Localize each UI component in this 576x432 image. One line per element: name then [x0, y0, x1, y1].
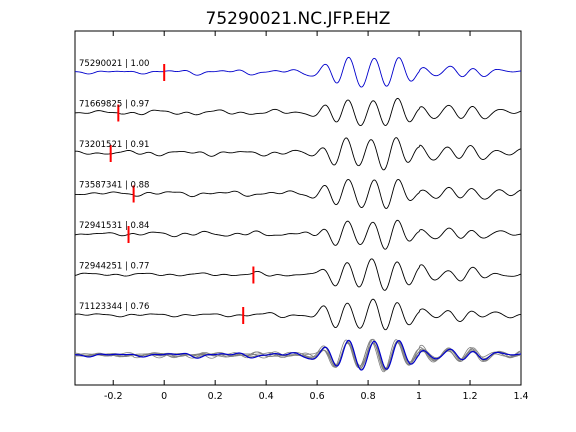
trace-line-71669825 — [74, 97, 522, 127]
x-tick-label: 0.2 — [208, 391, 223, 402]
trace-label-73201521: 73201521 | 0.91 — [79, 140, 149, 150]
trace-labels: 75290021 | 1.00 71669825 | 0.97 73201521 |… — [79, 59, 149, 312]
x-tick-label: 0.4 — [259, 391, 274, 402]
trace-label-72941531: 72941531 | 0.84 — [79, 221, 149, 231]
x-tick-label: 1.2 — [462, 391, 477, 402]
plot-frame — [74, 30, 522, 386]
trace-line-72941531 — [74, 219, 522, 250]
stack-layer — [74, 338, 522, 373]
x-tick-label: 1.4 — [513, 391, 528, 402]
trace-line-72944251 — [74, 258, 522, 291]
trace-line-75290021 — [75, 56, 522, 88]
x-tick-label: -0.2 — [104, 391, 123, 402]
chart-title: 75290021.NC.JFP.EHZ — [206, 9, 391, 29]
x-tick-label: 0.6 — [310, 391, 325, 402]
x-tick-label: 1 — [416, 391, 422, 402]
x-tick-label: 0.8 — [361, 391, 376, 402]
trace-line-71123344 — [74, 298, 522, 331]
trace-label-71669825: 71669825 | 0.97 — [79, 100, 149, 110]
x-axis: -0.2 0 0.2 0.4 0.6 0.8 1 1.2 1.4 — [104, 31, 529, 402]
traces-layer — [74, 56, 522, 331]
trace-label-72944251: 72944251 | 0.77 — [79, 262, 149, 272]
x-tick-label: 0 — [161, 391, 167, 402]
trace-label-71123344: 71123344 | 0.76 — [79, 302, 149, 312]
trace-label-75290021: 75290021 | 1.00 — [79, 59, 149, 69]
stack-line-75290021 — [75, 339, 522, 371]
trace-line-73587341 — [74, 178, 522, 210]
picks-layer — [109, 64, 255, 324]
trace-label-73587341: 73587341 | 0.88 — [79, 181, 149, 191]
trace-line-73201521 — [74, 137, 522, 171]
stack-line-71669825 — [74, 340, 522, 369]
